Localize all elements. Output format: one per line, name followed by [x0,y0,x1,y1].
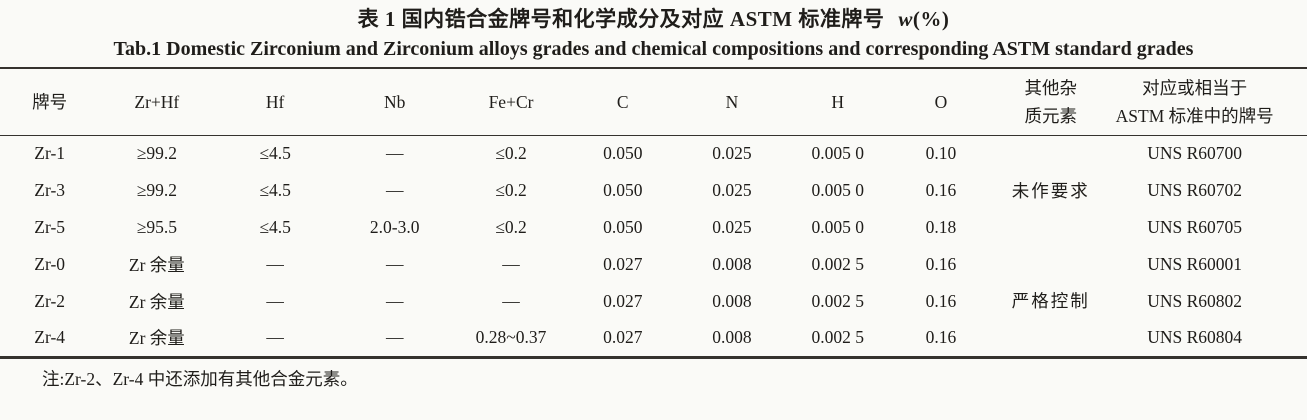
table-title-chinese: 表 1 国内锆合金牌号和化学成分及对应 ASTM 标准牌号 w(%) [0,0,1307,32]
header-h: H [786,68,889,136]
cell-nb: — [385,327,404,348]
cell-o: 0.10 [925,143,957,164]
cell-zr-hf: Zr 余量 [128,255,185,275]
cell-fe-cr: ≤0.2 [495,180,527,200]
cell-grade: Zr-2 [34,291,66,311]
cell-nb: — [385,254,404,274]
cell-h: 0.005 0 [811,180,865,200]
cell-o: 0.18 [925,217,957,237]
cell-zr-hf: ≥99.2 [136,180,177,200]
cell-nb: 2.0-3.0 [369,217,420,237]
header-o: O [888,68,994,136]
header-row: 牌号 Zr+Hf Hf Nb Fe+Cr C N H O 其他杂 质元素 对应或… [0,68,1307,136]
cell-astm: UNS R60702 [1147,180,1243,200]
cell-c: 0.050 [603,180,643,200]
cell-c: 0.027 [603,327,643,348]
header-zr-hf: Zr+Hf [99,68,215,136]
table-footnote: 注:Zr-2、Zr-4 中还添加有其他合金元素。 [42,368,358,389]
cell-astm: UNS R60001 [1147,254,1243,274]
cell-c: 0.027 [603,254,643,274]
cell-c: 0.050 [603,217,643,237]
table-title-chinese-text: 表 1 国内锆合金牌号和化学成分及对应 ASTM 标准牌号 [357,7,885,31]
table-row: Zr-5 ≥95.5 ≤4.5 2.0-3.0 ≤0.2 0.050 0.025… [0,209,1307,246]
header-fe-cr: Fe+Cr [453,68,569,136]
cell-h: 0.005 0 [811,217,865,237]
cell-fe-cr: — [502,254,520,274]
header-n: N [677,68,787,136]
mass-fraction-unit: (%) [912,7,950,31]
cell-hf: — [266,291,284,311]
cell-fe-cr: ≤0.2 [495,217,527,237]
cell-n: 0.025 [712,217,752,237]
cell-grade: Zr-0 [34,254,66,274]
cell-astm: UNS R60804 [1147,327,1243,348]
cell-c: 0.027 [603,291,643,311]
cell-hf: ≤4.5 [259,217,291,237]
cell-c: 0.050 [603,143,643,164]
cell-grade: Zr-3 [34,180,66,200]
table-row: Zr-0 Zr 余量 — — — 0.027 0.008 0.002 5 0.1… [0,246,1307,311]
cell-impurity-group: 未作要求 [1011,181,1090,202]
header-grade: 牌号 [0,68,100,136]
header-hf: Hf [214,68,336,136]
cell-n: 0.008 [712,291,752,311]
table-row: Zr-2 Zr 余量 — — — 0.027 0.008 0.002 5 0.1… [0,283,1307,320]
cell-fe-cr: 0.28~0.37 [475,327,547,348]
header-other-impurities: 其他杂 质元素 [993,68,1109,136]
table-row: Zr-1 ≥99.2 ≤4.5 — ≤0.2 0.050 0.025 0.005… [0,135,1307,201]
cell-n: 0.025 [712,180,752,200]
cell-o: 0.16 [925,291,957,311]
cell-h: 0.002 5 [811,291,865,311]
cell-nb: — [385,143,404,164]
cell-hf: ≤4.5 [259,180,291,200]
table-title-english: Tab.1 Domestic Zirconium and Zirconium a… [113,38,1194,60]
cell-h: 0.002 5 [811,254,865,274]
cell-grade: Zr-1 [34,143,66,164]
cell-zr-hf: Zr 余量 [128,292,185,312]
cell-h: 0.005 0 [811,143,865,164]
table-row: Zr-4 Zr 余量 — — 0.28~0.37 0.027 0.008 0.0… [0,320,1307,357]
cell-h: 0.002 5 [811,327,865,348]
cell-n: 0.025 [712,143,752,164]
cell-astm: UNS R60802 [1147,291,1243,311]
cell-n: 0.008 [712,254,752,274]
table-row: Zr-3 ≥99.2 ≤4.5 — ≤0.2 0.050 0.025 0.005… [0,172,1307,209]
cell-astm: UNS R60700 [1147,143,1243,164]
mass-fraction-symbol: w [898,7,913,31]
cell-hf: — [266,327,284,348]
header-nb: Nb [335,68,454,136]
cell-nb: — [385,291,404,311]
cell-grade: Zr-4 [34,327,66,348]
cell-hf: — [266,254,284,274]
cell-zr-hf: ≥95.5 [136,217,177,237]
cell-grade: Zr-5 [34,217,66,237]
header-c: C [568,68,677,136]
cell-zr-hf: Zr 余量 [128,328,185,349]
cell-n: 0.008 [712,327,752,348]
cell-o: 0.16 [925,327,957,348]
alloy-composition-table: 牌号 Zr+Hf Hf Nb Fe+Cr C N H O 其他杂 质元素 对应或… [0,67,1307,359]
cell-fe-cr: — [502,291,520,311]
header-astm-grade: 对应或相当于 ASTM 标准中的牌号 [1108,68,1307,136]
cell-impurity-group: 严格控制 [1011,291,1090,312]
cell-o: 0.16 [925,254,957,274]
cell-hf: ≤4.5 [259,143,291,164]
cell-astm: UNS R60705 [1147,217,1243,237]
cell-zr-hf: ≥99.2 [136,143,177,164]
cell-nb: — [385,180,404,200]
cell-o: 0.16 [925,180,957,200]
cell-fe-cr: ≤0.2 [495,143,527,164]
